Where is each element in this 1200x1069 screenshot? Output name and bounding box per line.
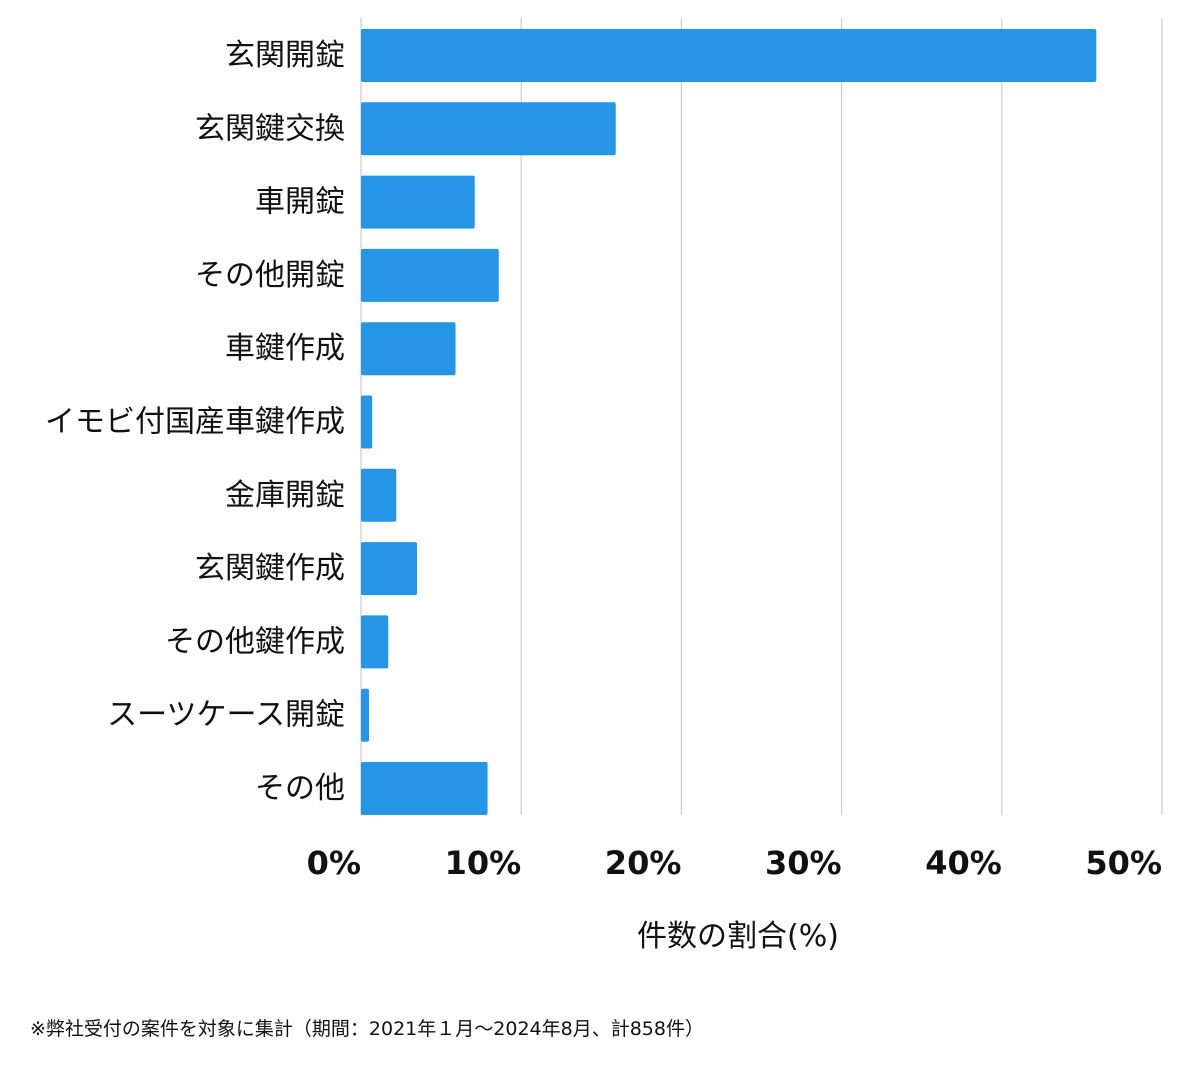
category-label: 車鍵作成 <box>225 331 345 366</box>
bar-chart: 玄関開錠玄関鍵交換車開錠その他開錠車鍵作成イモビ付国産車鍵作成金庫開錠玄関鍵作成… <box>45 18 1163 954</box>
x-axis-title: 件数の割合(%) <box>637 919 839 954</box>
bar <box>361 762 488 815</box>
x-tick-label: 40% <box>925 844 1002 882</box>
category-label: 金庫開錠 <box>225 478 345 513</box>
bar <box>361 688 370 742</box>
bar <box>361 29 1097 82</box>
bar <box>361 615 389 669</box>
bar <box>361 248 499 302</box>
x-tick-label: 30% <box>765 844 842 882</box>
category-labels: 玄関開錠玄関鍵交換車開錠その他開錠車鍵作成イモビ付国産車鍵作成金庫開錠玄関鍵作成… <box>45 38 345 806</box>
category-label: スーツケース開錠 <box>107 698 345 733</box>
category-label: 玄関開錠 <box>225 38 345 73</box>
bar <box>361 102 616 156</box>
category-label: 車開錠 <box>255 185 345 220</box>
bar <box>361 542 418 596</box>
x-tick-label: 0% <box>307 844 361 882</box>
category-label: イモビ付国産車鍵作成 <box>45 405 345 440</box>
category-label: その他鍵作成 <box>165 624 345 659</box>
x-tick-labels: 0% 10% 20% 30% 40% 50% <box>307 844 1162 882</box>
x-tick-label: 50% <box>1085 844 1162 882</box>
bars <box>361 29 1097 815</box>
bar <box>361 468 397 522</box>
bar <box>361 175 475 229</box>
x-tick-label: 20% <box>605 844 682 882</box>
category-label: その他開錠 <box>195 258 345 293</box>
category-label: その他 <box>255 771 345 806</box>
category-label: 玄関鍵作成 <box>195 551 345 586</box>
bar <box>361 322 456 376</box>
bar <box>361 395 373 449</box>
x-tick-label: 10% <box>445 844 522 882</box>
category-label: 玄関鍵交換 <box>195 111 345 146</box>
footnote: ※弊社受付の案件を対象に集計（期間：2021年１月〜2024年8月、計858件） <box>30 1018 704 1040</box>
